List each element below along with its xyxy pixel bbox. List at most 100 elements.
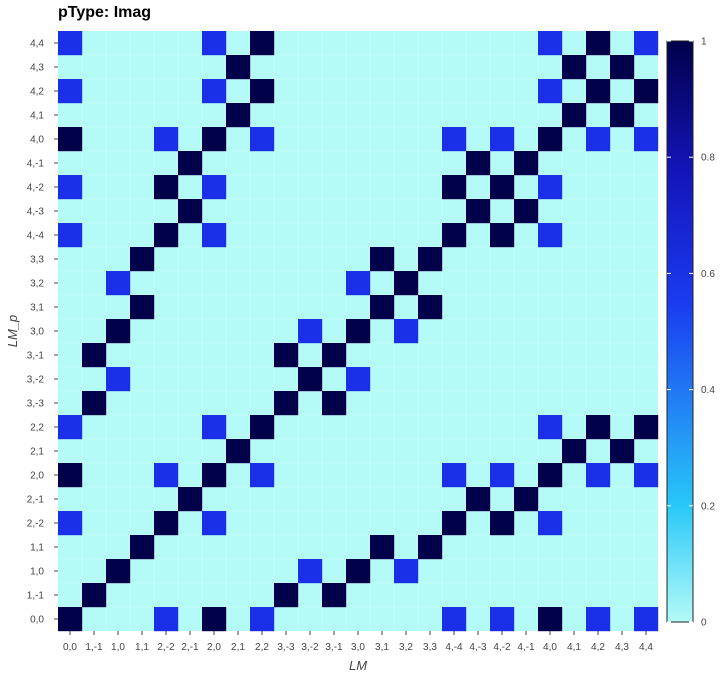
heatmap-cell [538,223,563,248]
heatmap-cell [586,127,611,152]
heatmap-cell [610,103,635,128]
colorbar [666,40,694,623]
heatmap-cell [274,343,299,368]
y-tick-label: 2,0 [30,471,44,482]
x-tick-label: 3,1 [375,642,389,653]
heatmap-cell [538,127,563,152]
heatmap-cell [346,319,371,344]
plot-area [58,31,659,632]
chart-title: pType: Imag [58,4,152,21]
heatmap-cell [442,607,467,632]
heatmap-cell [538,511,563,536]
x-tick-label: 4,1 [567,642,581,653]
x-tick-label: 4,-4 [445,642,463,653]
heatmap-cell [634,607,659,632]
heatmap-cell [634,463,659,488]
x-tick-label: 4,2 [591,642,605,653]
x-tick-label: 3,2 [399,642,413,653]
y-tick-label: 1,0 [30,567,44,578]
y-tick-label: 4,0 [30,135,44,146]
heatmap-cell [490,607,515,632]
x-tick-label: 3,-2 [301,642,319,653]
heatmap-cell [250,607,275,632]
heatmap-cell [82,343,107,368]
heatmap-cell [250,79,275,104]
heatmap-cell [322,583,347,608]
heatmap-cell [58,223,83,248]
heatmap-cell [322,343,347,368]
heatmap-cell [250,415,275,440]
x-axis-ticks: 0,0 1,-1 1,0 1,1 2,-2 2,-1 2,0 2,1 2,2 3,-3 3,-2 3,… [63,631,653,653]
x-tick-label: 4,0 [543,642,557,653]
heatmap-cell [490,127,515,152]
heatmap-cell [370,535,395,560]
heatmap-cell [226,55,251,80]
colorbar-ticks: 0 0.2 0.4 0.6 0.8 1 [667,37,715,629]
heatmap-cell [514,487,539,512]
y-axis-ticks: 0,0 1,-1 1,0 1,1 2,-2 2,-1 2,0 2,1 2,2 3,-3 3,-2 3,… [27,39,58,626]
heatmap-cell [346,367,371,392]
y-tick-label: 4,-4 [27,231,45,242]
x-tick-label: 4,-2 [493,642,511,653]
heatmap-cell [538,79,563,104]
heatmap-cell [154,511,179,536]
y-tick-label: 3,3 [30,255,44,266]
heatmap-cell [634,127,659,152]
heatmap-cell [58,415,83,440]
y-tick-label: 3,-1 [27,351,45,362]
heatmap-cell [130,295,155,320]
heatmap-cell [250,463,275,488]
heatmap-cell [586,607,611,632]
heatmap-cell [538,31,563,56]
heatmap-cell [298,559,323,584]
heatmap-cell [58,511,83,536]
x-tick-label: 3,-3 [277,642,295,653]
y-tick-label: 4,1 [30,111,44,122]
heatmap-cell [346,559,371,584]
heatmap-cell [562,103,587,128]
heatmap-cell [202,415,227,440]
heatmap-cell [274,391,299,416]
heatmap-cell [370,247,395,272]
heatmap-cell [202,463,227,488]
heatmap-cell [490,463,515,488]
heatmap-cell [466,487,491,512]
heatmap-cell [538,175,563,200]
y-tick-label: 4,-2 [27,183,45,194]
heatmap-cell [394,271,419,296]
heatmap-cell [202,223,227,248]
x-tick-label: 2,1 [231,642,245,653]
heatmap-cell [514,151,539,176]
heatmap-cell [130,247,155,272]
heatmap-cell [106,319,131,344]
heatmap-cell [82,391,107,416]
heatmap-cell [58,79,83,104]
heatmap-cell [634,31,659,56]
heatmap-cell [634,415,659,440]
heatmap-cell [58,31,83,56]
y-tick-label: 3,-2 [27,375,45,386]
y-tick-label: 2,2 [30,423,44,434]
y-tick-label: 1,1 [30,543,44,554]
heatmap-cell [322,391,347,416]
x-tick-label: 2,0 [207,642,221,653]
x-tick-label: 3,0 [351,642,365,653]
y-axis-label: LM_p [5,315,20,348]
x-tick-label: 2,-2 [157,642,175,653]
colorbar-tick-label: 0.2 [701,501,715,512]
x-tick-label: 4,4 [639,642,653,653]
heatmap-cell [586,415,611,440]
heatmap-cell [106,271,131,296]
heatmap-cell [394,559,419,584]
heatmap-cell [514,199,539,224]
x-tick-label: 2,2 [255,642,269,653]
heatmap-cell [58,175,83,200]
heatmap-cell [298,367,323,392]
heatmap-cell [466,199,491,224]
heatmap-cell [394,319,419,344]
x-tick-label: 4,-3 [469,642,487,653]
heatmap-cell [202,79,227,104]
heatmap-cell [154,223,179,248]
heatmap-cell [538,415,563,440]
x-tick-label: 0,0 [63,642,77,653]
